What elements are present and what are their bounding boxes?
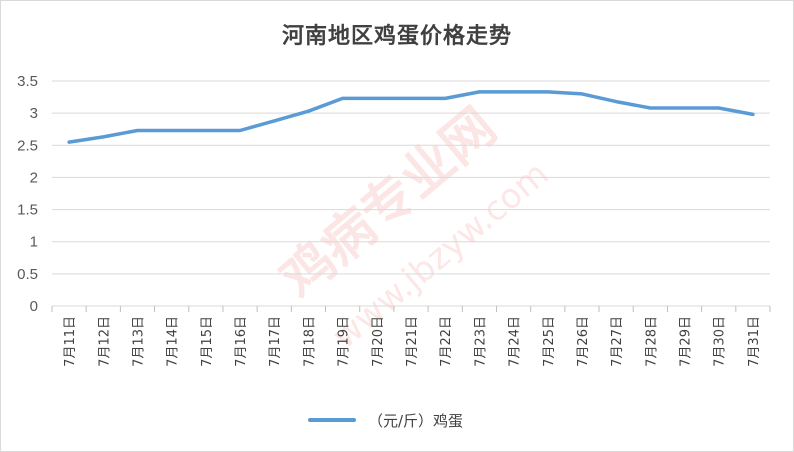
data-point — [67, 140, 71, 144]
series-layer — [67, 90, 755, 144]
data-point — [101, 135, 105, 139]
x-tick-label: 7月25日 — [542, 316, 557, 367]
y-tick-label: 2 — [30, 169, 38, 186]
data-point — [512, 90, 516, 94]
data-point — [409, 96, 413, 100]
x-tick-label: 7月26日 — [576, 316, 591, 367]
data-point — [375, 96, 379, 100]
x-tick-label: 7月27日 — [610, 316, 625, 367]
data-point — [751, 112, 755, 116]
x-tick-label: 7月24日 — [508, 316, 523, 367]
x-tick-label: 7月15日 — [200, 316, 215, 367]
x-tick-label: 7月17日 — [268, 316, 283, 367]
data-point — [204, 129, 208, 132]
grid-lines — [52, 80, 770, 307]
data-point — [648, 106, 652, 110]
x-tick-label: 7月20日 — [371, 316, 386, 367]
legend-label: （元/斤）鸡蛋 — [368, 411, 464, 430]
data-point — [614, 100, 618, 104]
y-tick-label: 2.5 — [17, 137, 38, 154]
data-point — [238, 129, 242, 132]
x-tick-label: 7月13日 — [131, 316, 146, 367]
x-tick-label: 7月22日 — [439, 316, 454, 367]
data-point — [683, 106, 687, 110]
x-tick-label: 7月12日 — [97, 316, 112, 367]
x-tick-label: 7月21日 — [405, 316, 420, 367]
x-axis: 7月11日 7月12日 7月13日 7月14日 7月15日 7月16日 7月17日 7月18日… — [51, 306, 771, 367]
y-tick-label: 3 — [30, 105, 38, 122]
y-tick-label: 3.5 — [17, 73, 38, 90]
y-tick-label: 0 — [30, 298, 38, 315]
data-point — [717, 106, 721, 110]
x-tick-label: 7月29日 — [679, 316, 694, 367]
data-point — [443, 96, 447, 100]
y-tick-label: 1.5 — [17, 202, 38, 219]
data-point — [170, 129, 174, 132]
legend-swatch — [308, 418, 356, 422]
x-tick-label: 7月28日 — [644, 316, 659, 367]
y-tick-label: 1 — [30, 234, 38, 251]
x-tick-label: 7月18日 — [302, 316, 317, 367]
x-tick-label: 7月23日 — [473, 316, 488, 367]
chart-title: 河南地区鸡蛋价格走势 — [281, 24, 512, 49]
legend: （元/斤）鸡蛋 — [308, 409, 463, 431]
data-point — [546, 90, 550, 94]
y-tick-label: 0.5 — [17, 266, 38, 283]
data-point — [477, 90, 481, 94]
data-point — [580, 92, 584, 96]
data-point — [306, 109, 310, 113]
x-tick-label: 7月30日 — [713, 316, 728, 367]
data-point — [341, 96, 345, 100]
data-point — [272, 119, 276, 123]
x-tick-label: 7月11日 — [63, 316, 78, 367]
y-axis-ticks: 0 0.5 1 1.5 2 2.5 3 3.5 — [17, 73, 38, 315]
x-tick-label: 7月19日 — [337, 316, 352, 367]
x-tick-label: 7月31日 — [747, 316, 762, 367]
data-point — [135, 129, 139, 132]
x-tick-label: 7月16日 — [234, 316, 249, 367]
x-tick-label: 7月14日 — [166, 316, 181, 367]
